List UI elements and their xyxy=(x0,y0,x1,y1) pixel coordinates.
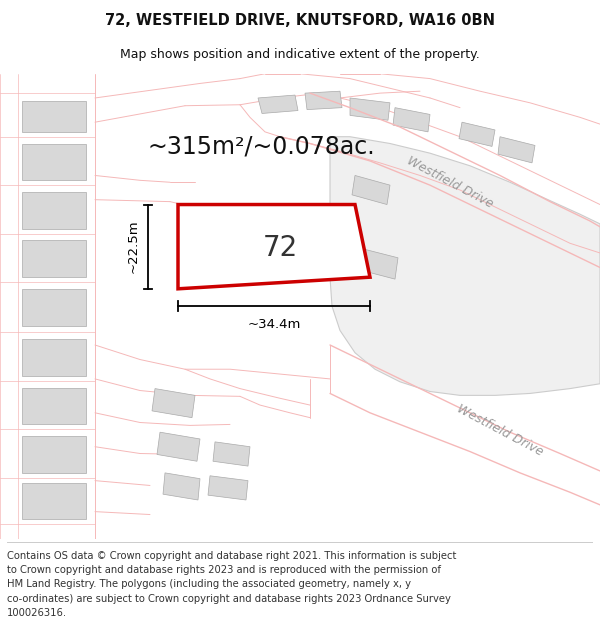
Text: to Crown copyright and database rights 2023 and is reproduced with the permissio: to Crown copyright and database rights 2… xyxy=(7,565,441,575)
Text: ~34.4m: ~34.4m xyxy=(247,318,301,331)
Polygon shape xyxy=(358,248,398,279)
Polygon shape xyxy=(213,442,250,466)
Bar xyxy=(22,101,86,132)
Text: Contains OS data © Crown copyright and database right 2021. This information is : Contains OS data © Crown copyright and d… xyxy=(7,551,457,561)
Text: 72: 72 xyxy=(262,234,298,262)
Polygon shape xyxy=(330,137,600,396)
Bar xyxy=(22,192,86,229)
Polygon shape xyxy=(350,98,390,120)
Text: Westfield Drive: Westfield Drive xyxy=(404,154,496,211)
Text: 100026316.: 100026316. xyxy=(7,608,67,618)
Text: Map shows position and indicative extent of the property.: Map shows position and indicative extent… xyxy=(120,48,480,61)
Bar xyxy=(22,436,86,473)
Polygon shape xyxy=(498,137,535,163)
Polygon shape xyxy=(459,122,495,146)
Bar xyxy=(22,482,86,519)
Bar xyxy=(22,144,86,180)
Text: co-ordinates) are subject to Crown copyright and database rights 2023 Ordnance S: co-ordinates) are subject to Crown copyr… xyxy=(7,594,451,604)
Bar xyxy=(22,388,86,424)
Text: ~315m²/~0.078ac.: ~315m²/~0.078ac. xyxy=(148,134,376,158)
Polygon shape xyxy=(393,107,430,132)
Bar xyxy=(22,241,86,278)
Polygon shape xyxy=(258,95,298,114)
Polygon shape xyxy=(152,389,195,418)
Text: HM Land Registry. The polygons (including the associated geometry, namely x, y: HM Land Registry. The polygons (includin… xyxy=(7,579,411,589)
Polygon shape xyxy=(208,476,248,500)
Polygon shape xyxy=(352,176,390,204)
Polygon shape xyxy=(178,204,370,289)
Text: ~22.5m: ~22.5m xyxy=(127,220,140,274)
Bar xyxy=(22,339,86,376)
Text: Westfield Drive: Westfield Drive xyxy=(455,402,545,459)
Polygon shape xyxy=(305,91,342,109)
Bar xyxy=(22,289,86,326)
Polygon shape xyxy=(163,473,200,500)
Polygon shape xyxy=(157,432,200,461)
Text: 72, WESTFIELD DRIVE, KNUTSFORD, WA16 0BN: 72, WESTFIELD DRIVE, KNUTSFORD, WA16 0BN xyxy=(105,13,495,28)
